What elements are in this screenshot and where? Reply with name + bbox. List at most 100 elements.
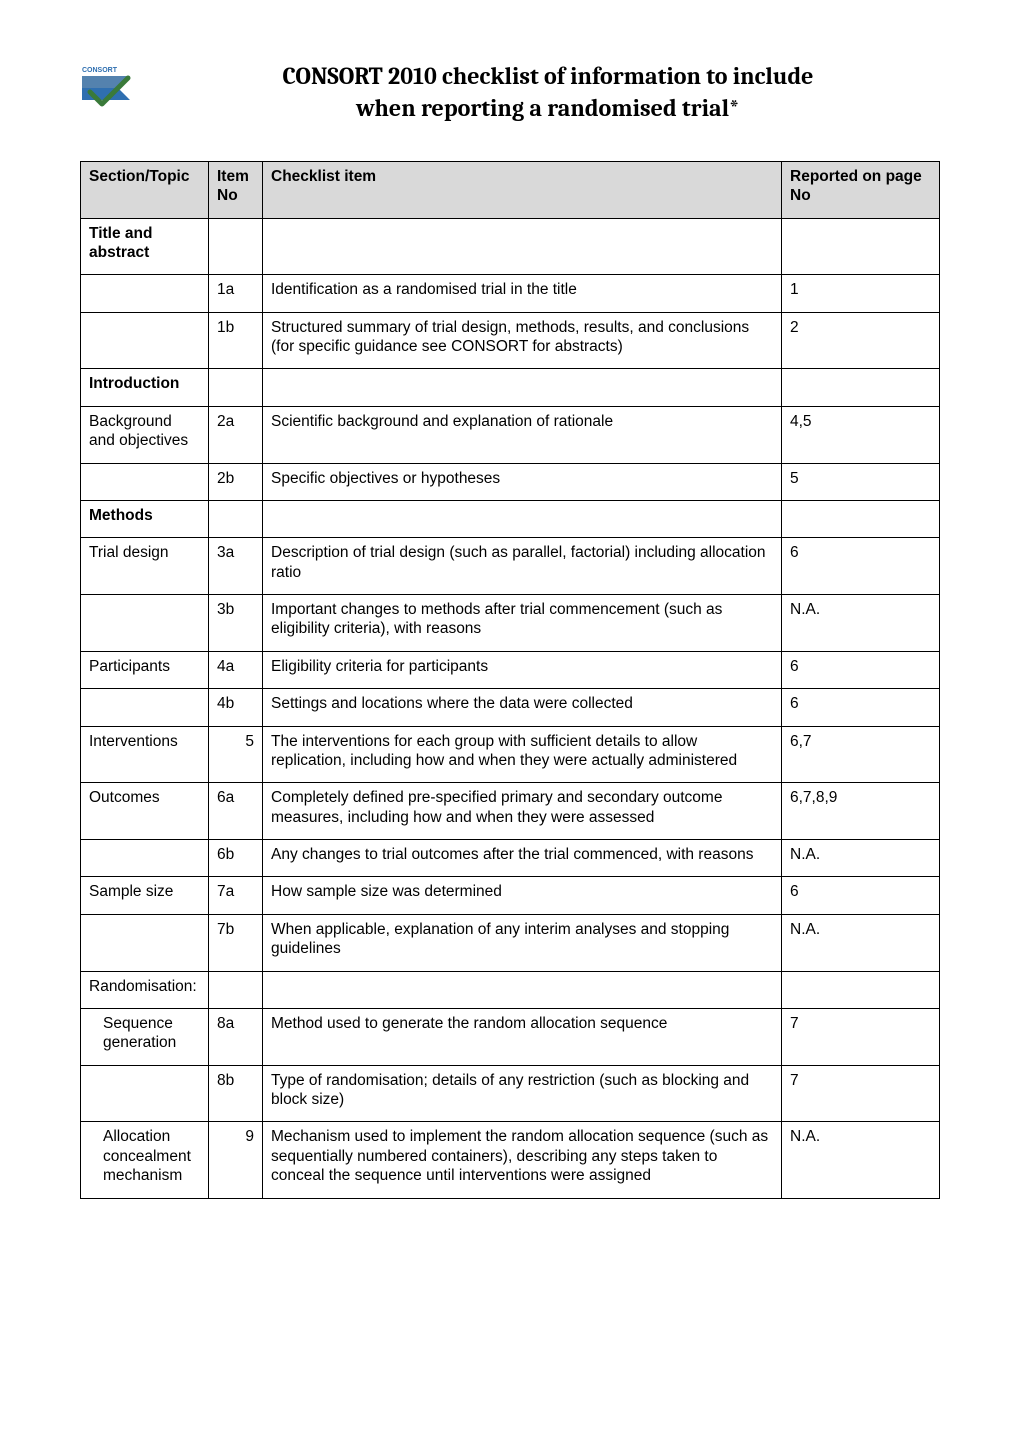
cell-reported-page: 6	[782, 877, 940, 914]
cell-reported-page: 6,7,8,9	[782, 783, 940, 840]
table-row: 8bType of randomisation; details of any …	[81, 1065, 940, 1122]
col-header-section: Section/Topic	[81, 161, 209, 218]
cell-section: Participants	[81, 651, 209, 688]
page-header: CONSORT CONSORT 2010 checklist of inform…	[80, 60, 940, 125]
cell-reported-page: N.A.	[782, 1122, 940, 1198]
cell-checklist-item: Mechanism used to implement the random a…	[263, 1122, 782, 1198]
cell-reported-page: 2	[782, 312, 940, 369]
cell-checklist-item: Method used to generate the random alloc…	[263, 1008, 782, 1065]
cell-item-no: 9	[209, 1122, 263, 1198]
cell-reported-page	[782, 218, 940, 275]
cell-section: Allocation concealment mechanism	[81, 1122, 209, 1198]
cell-checklist-item	[263, 500, 782, 537]
cell-reported-page	[782, 971, 940, 1008]
cell-checklist-item: How sample size was determined	[263, 877, 782, 914]
cell-section: Randomisation:	[81, 971, 209, 1008]
table-row: Introduction	[81, 369, 940, 406]
cell-section: Interventions	[81, 726, 209, 783]
table-row: Methods	[81, 500, 940, 537]
cell-item-no: 8b	[209, 1065, 263, 1122]
table-row: 4bSettings and locations where the data …	[81, 689, 940, 726]
cell-item-no: 6a	[209, 783, 263, 840]
cell-item-no	[209, 971, 263, 1008]
cell-reported-page: 6	[782, 651, 940, 688]
col-header-checklist: Checklist item	[263, 161, 782, 218]
table-row: Outcomes6aCompletely defined pre-specifi…	[81, 783, 940, 840]
cell-section: Sample size	[81, 877, 209, 914]
consort-logo: CONSORT	[80, 64, 138, 112]
cell-checklist-item: Structured summary of trial design, meth…	[263, 312, 782, 369]
cell-section	[81, 689, 209, 726]
table-row: Sample size7aHow sample size was determi…	[81, 877, 940, 914]
col-header-page: Reported on page No	[782, 161, 940, 218]
table-row: 3bImportant changes to methods after tri…	[81, 595, 940, 652]
cell-section	[81, 840, 209, 877]
cell-checklist-item	[263, 218, 782, 275]
table-header-row: Section/Topic Item No Checklist item Rep…	[81, 161, 940, 218]
cell-reported-page: 6	[782, 538, 940, 595]
cell-section: Trial design	[81, 538, 209, 595]
table-row: Allocation concealment mechanism9Mechani…	[81, 1122, 940, 1198]
cell-item-no: 7a	[209, 877, 263, 914]
col-header-item: Item No	[209, 161, 263, 218]
cell-item-no: 4b	[209, 689, 263, 726]
cell-checklist-item	[263, 971, 782, 1008]
cell-item-no: 4a	[209, 651, 263, 688]
cell-reported-page: N.A.	[782, 914, 940, 971]
cell-section: Title and abstract	[81, 218, 209, 275]
cell-checklist-item: Any changes to trial outcomes after the …	[263, 840, 782, 877]
page-title: CONSORT 2010 checklist of information to…	[156, 60, 940, 125]
cell-item-no	[209, 500, 263, 537]
cell-section: Introduction	[81, 369, 209, 406]
table-row: Background and objectives2aScientific ba…	[81, 406, 940, 463]
table-row: Title and abstract	[81, 218, 940, 275]
cell-checklist-item: Settings and locations where the data we…	[263, 689, 782, 726]
table-row: 1aIdentification as a randomised trial i…	[81, 275, 940, 312]
table-row: Sequence generation8aMethod used to gene…	[81, 1008, 940, 1065]
cell-section: Background and objectives	[81, 406, 209, 463]
cell-item-no: 5	[209, 726, 263, 783]
table-row: Interventions5The interventions for each…	[81, 726, 940, 783]
title-line-1: CONSORT 2010 checklist of information to…	[283, 62, 814, 90]
cell-checklist-item: Identification as a randomised trial in …	[263, 275, 782, 312]
cell-item-no: 3b	[209, 595, 263, 652]
cell-section	[81, 1065, 209, 1122]
cell-reported-page: N.A.	[782, 840, 940, 877]
cell-item-no: 3a	[209, 538, 263, 595]
cell-checklist-item: Type of randomisation; details of any re…	[263, 1065, 782, 1122]
cell-section: Sequence generation	[81, 1008, 209, 1065]
title-line-2: when reporting a randomised trial*	[356, 94, 740, 122]
cell-section: Outcomes	[81, 783, 209, 840]
cell-checklist-item: The interventions for each group with su…	[263, 726, 782, 783]
logo-text: CONSORT	[82, 67, 118, 74]
cell-section	[81, 595, 209, 652]
cell-reported-page: 7	[782, 1008, 940, 1065]
table-row: 6bAny changes to trial outcomes after th…	[81, 840, 940, 877]
cell-item-no: 1a	[209, 275, 263, 312]
cell-item-no: 8a	[209, 1008, 263, 1065]
table-row: 1bStructured summary of trial design, me…	[81, 312, 940, 369]
cell-item-no: 2b	[209, 463, 263, 500]
cell-reported-page: 7	[782, 1065, 940, 1122]
cell-checklist-item: Description of trial design (such as par…	[263, 538, 782, 595]
cell-section: Methods	[81, 500, 209, 537]
cell-section	[81, 463, 209, 500]
table-row: 2bSpecific objectives or hypotheses5	[81, 463, 940, 500]
cell-reported-page: 1	[782, 275, 940, 312]
cell-checklist-item: Specific objectives or hypotheses	[263, 463, 782, 500]
cell-item-no: 2a	[209, 406, 263, 463]
cell-item-no: 1b	[209, 312, 263, 369]
cell-reported-page: 6,7	[782, 726, 940, 783]
cell-item-no	[209, 369, 263, 406]
table-row: Trial design3aDescription of trial desig…	[81, 538, 940, 595]
cell-reported-page	[782, 369, 940, 406]
cell-checklist-item	[263, 369, 782, 406]
cell-reported-page: 4,5	[782, 406, 940, 463]
cell-checklist-item: Eligibility criteria for participants	[263, 651, 782, 688]
cell-section	[81, 275, 209, 312]
cell-item-no: 7b	[209, 914, 263, 971]
cell-section	[81, 312, 209, 369]
cell-checklist-item: Important changes to methods after trial…	[263, 595, 782, 652]
cell-checklist-item: Scientific background and explanation of…	[263, 406, 782, 463]
table-row: 7bWhen applicable, explanation of any in…	[81, 914, 940, 971]
